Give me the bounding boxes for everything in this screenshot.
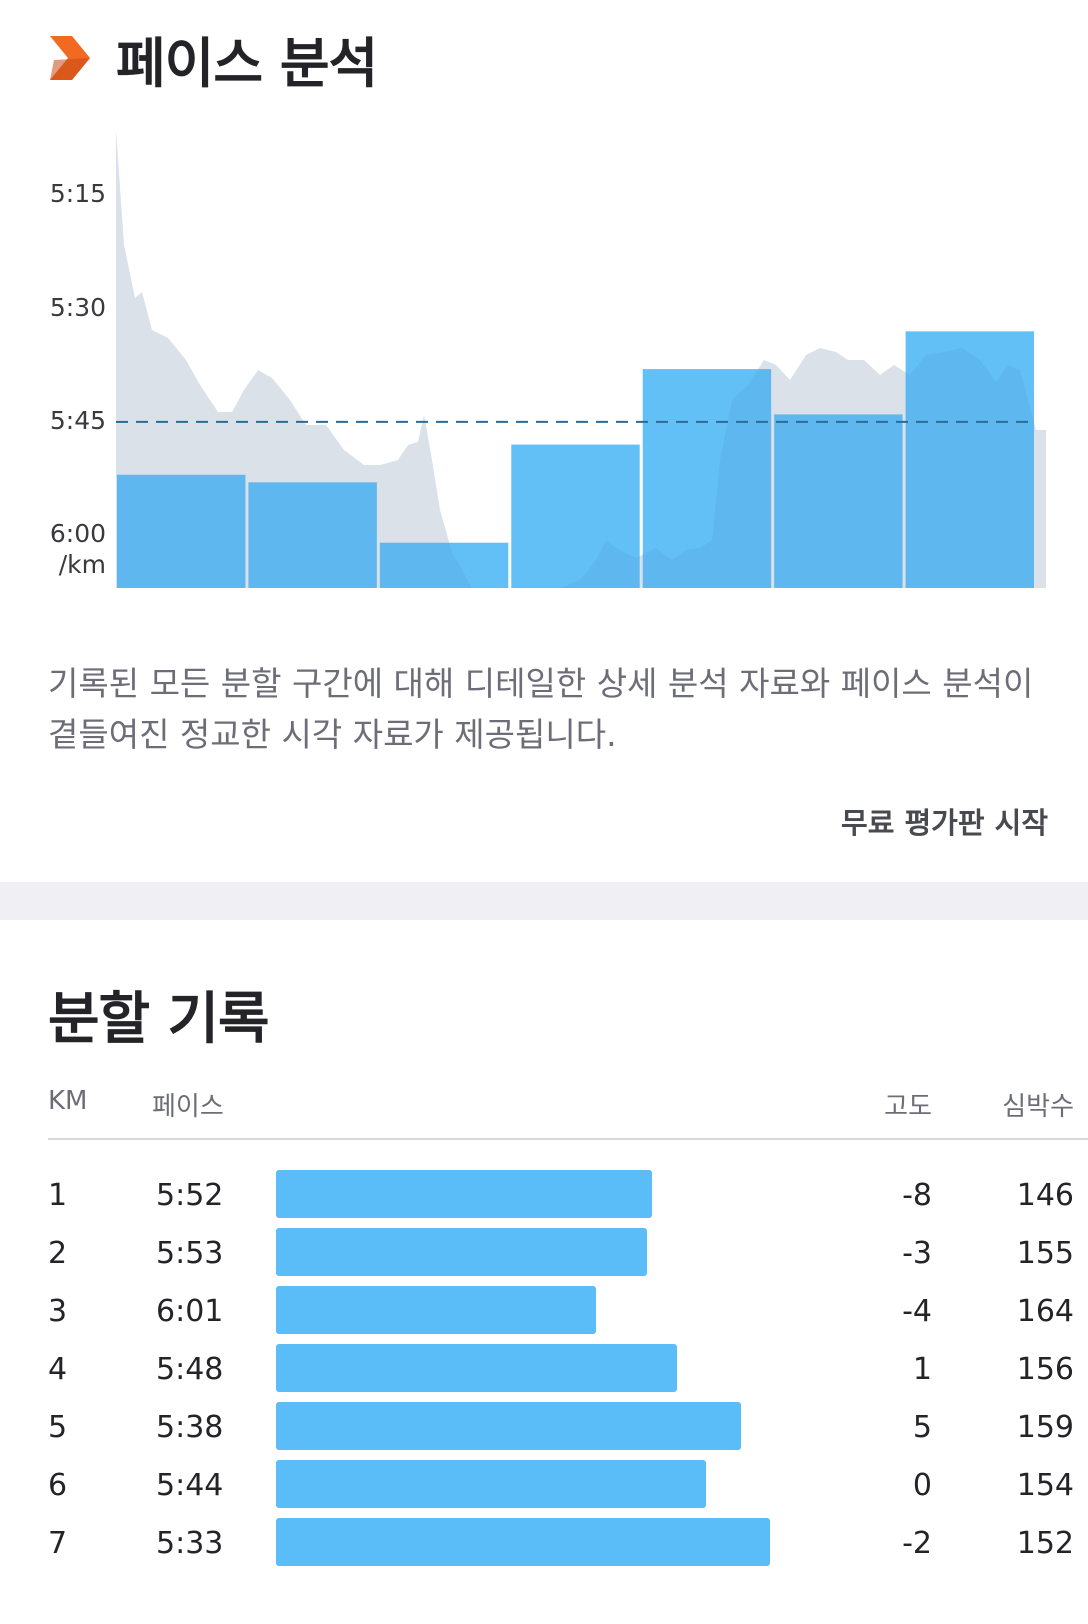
- pace-bar-km-3: [379, 542, 509, 588]
- pace-bar-km-2: [248, 482, 377, 588]
- pace-bar-km-5: [642, 369, 772, 588]
- y-tick-label: 5:45: [49, 405, 106, 435]
- table-row: 5 5:38 5 159: [0, 1402, 1088, 1462]
- column-header-pace: 페이스: [152, 1092, 224, 1122]
- table-row: 2 5:53 -3 155: [0, 1228, 1088, 1288]
- row-heart-rate: 152: [1016, 1526, 1074, 1561]
- row-heart-rate: 159: [1016, 1410, 1074, 1445]
- row-elevation: -3: [902, 1236, 932, 1271]
- row-pace-bar: [276, 1460, 706, 1508]
- row-pace: 5:52: [156, 1178, 224, 1213]
- table-row: 6 5:44 0 154: [0, 1460, 1088, 1520]
- row-pace: 5:44: [156, 1468, 224, 1503]
- pace-chart: 5:15 5:30 5:45 6:00 /km: [0, 120, 1088, 620]
- pace-trend-overlay: [116, 130, 1046, 588]
- header-divider: [48, 1138, 1088, 1140]
- row-heart-rate: 154: [1016, 1468, 1074, 1503]
- row-pace: 6:01: [156, 1294, 224, 1329]
- row-elevation: -2: [902, 1526, 932, 1561]
- section-divider: [0, 882, 1088, 920]
- column-header-elevation: 고도: [884, 1092, 932, 1122]
- row-km: 3: [48, 1294, 68, 1329]
- row-elevation: 5: [912, 1410, 932, 1445]
- y-unit-label: /km: [58, 550, 106, 579]
- row-elevation: -8: [902, 1178, 932, 1213]
- row-heart-rate: 164: [1016, 1294, 1074, 1329]
- pace-analysis-description: 기록된 모든 분할 구간에 대해 디테일한 상세 분석 자료와 페이스 분석이 …: [48, 664, 1034, 754]
- page-title: 페이스 분석: [116, 31, 378, 95]
- column-header-heart-rate: 심박수: [1002, 1092, 1074, 1122]
- row-pace: 5:38: [156, 1410, 224, 1445]
- row-pace-bar: [276, 1286, 596, 1334]
- pace-analysis-header: 페이스 분석: [50, 18, 378, 98]
- row-km: 2: [48, 1236, 68, 1271]
- y-tick-label: 5:15: [49, 179, 106, 209]
- y-tick-label: 6:00: [49, 519, 106, 549]
- row-km: 6: [48, 1468, 68, 1503]
- row-elevation: 1: [912, 1352, 932, 1387]
- row-pace-bar: [276, 1344, 677, 1392]
- row-heart-rate: 146: [1016, 1178, 1074, 1213]
- row-km: 4: [48, 1352, 68, 1387]
- pace-chart-svg: [116, 130, 1046, 588]
- start-free-trial-button[interactable]: 무료 평가판 시작: [841, 806, 1048, 840]
- row-heart-rate: 156: [1016, 1352, 1074, 1387]
- chevron-right-icon: [50, 36, 90, 80]
- row-pace: 5:53: [156, 1236, 224, 1271]
- table-row: 1 5:52 -8 146: [0, 1170, 1088, 1230]
- pace-bar-km-6: [774, 414, 903, 588]
- table-row: 7 5:33 -2 152: [0, 1518, 1088, 1578]
- pace-bar-km-4: [511, 444, 640, 588]
- row-pace: 5:33: [156, 1526, 224, 1561]
- table-row: 4 5:48 1 156: [0, 1344, 1088, 1404]
- row-km: 1: [48, 1178, 68, 1213]
- column-header-km: KM: [48, 1086, 88, 1116]
- table-row: 3 6:01 -4 164: [0, 1286, 1088, 1346]
- pace-analysis-section: 페이스 분석 5:15 5:30 5:45 6:00 /km 기록된 모든 분할…: [0, 18, 1088, 841]
- splits-title: 분할 기록: [48, 987, 270, 1052]
- row-heart-rate: 155: [1016, 1236, 1074, 1271]
- row-km: 5: [48, 1410, 68, 1445]
- pace-bar-km-7: [905, 331, 1034, 588]
- splits-section: 분할 기록 KM 페이스 고도 심박수 1 5:52 -8 146 2 5:53…: [0, 920, 1088, 1624]
- row-pace-bar: [276, 1170, 652, 1218]
- row-elevation: 0: [912, 1468, 932, 1503]
- row-pace-bar: [276, 1228, 647, 1276]
- pace-bar-km-1: [117, 474, 246, 588]
- row-pace-bar: [276, 1402, 741, 1450]
- row-elevation: -4: [902, 1294, 932, 1329]
- row-km: 7: [48, 1526, 68, 1561]
- row-pace-bar: [276, 1518, 770, 1566]
- y-tick-label: 5:30: [49, 292, 106, 322]
- row-pace: 5:48: [156, 1352, 224, 1387]
